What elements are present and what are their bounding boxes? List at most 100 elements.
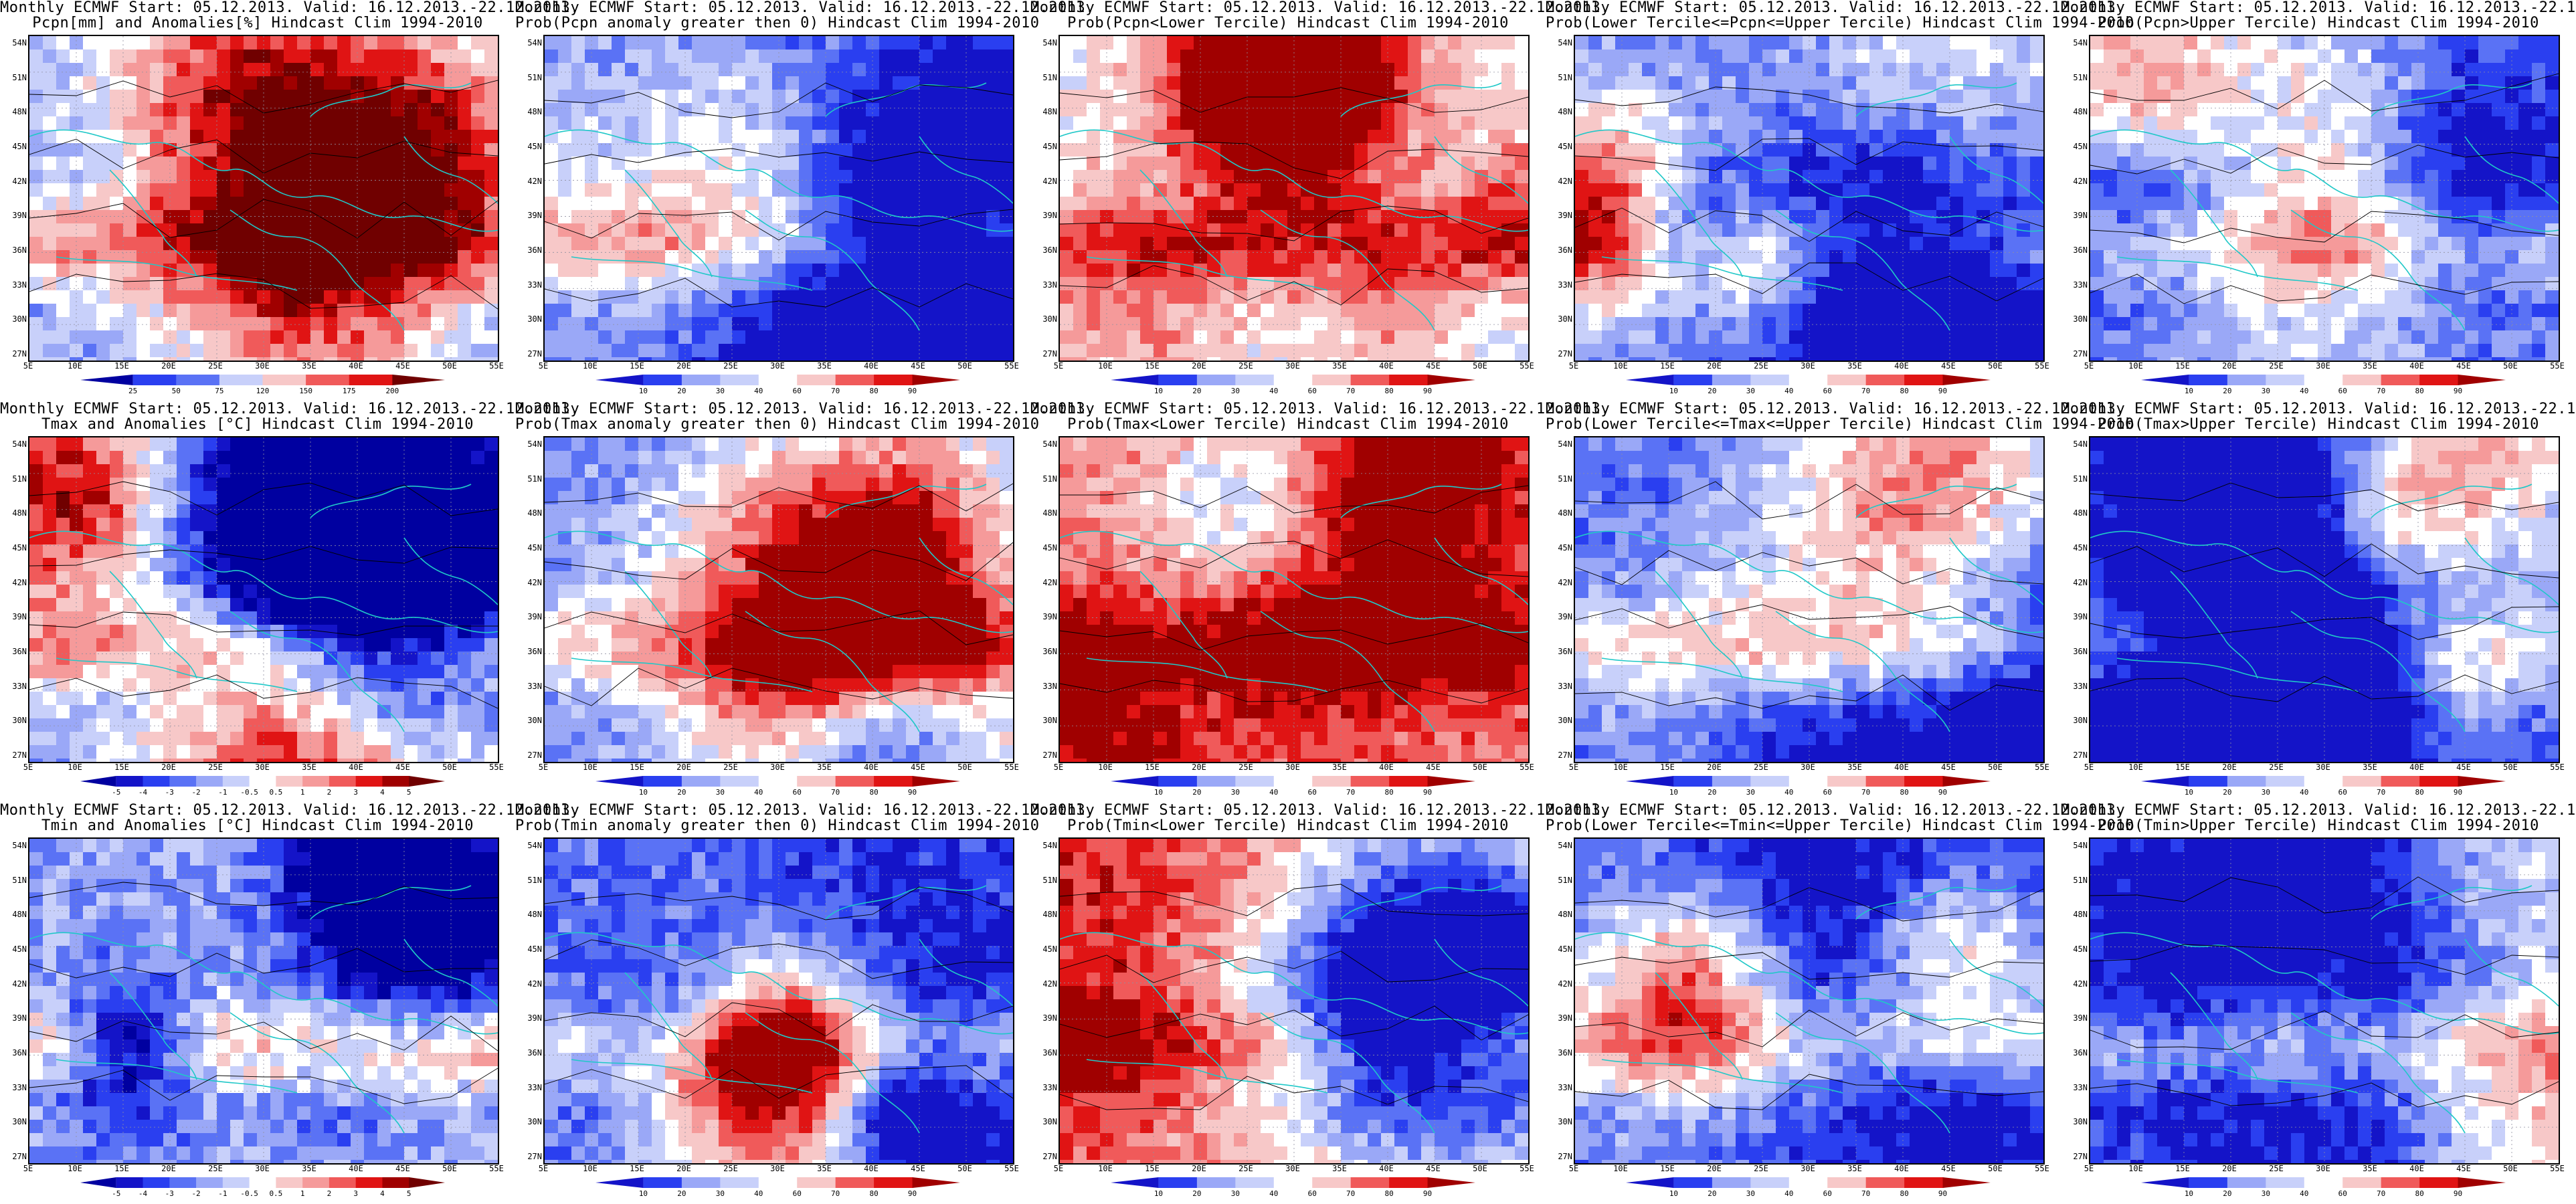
colorbar-label: 30 (715, 387, 725, 395)
colorbar-swatch (382, 1177, 409, 1188)
isoline (1575, 138, 2043, 171)
latitude-label: 42N (12, 979, 27, 989)
isoline (29, 273, 498, 310)
coastline (2170, 972, 2258, 1080)
latitude-label: 30N (1558, 314, 1572, 324)
coastline (109, 169, 197, 278)
longitude-label: 30E (1801, 763, 1815, 772)
colorbar-swatch (2189, 375, 2228, 385)
longitude-label: 55E (1520, 1164, 1534, 1173)
latitude-label: 54N (1558, 841, 1572, 850)
latitude-label: 30N (1558, 716, 1572, 726)
coastline (571, 256, 813, 291)
coastline (2090, 129, 2559, 232)
longitude-label: 25E (1754, 1164, 1768, 1173)
colorbar-label: 30 (1230, 788, 1240, 797)
colorbar-swatch (306, 375, 350, 385)
longitude-label: 25E (723, 763, 738, 772)
colorbar-swatch (1158, 776, 1198, 787)
colorbar-swatch (222, 1177, 250, 1188)
latitude-label: 48N (2073, 508, 2088, 518)
longitude-label: 55E (1520, 361, 1534, 371)
longitude-label: 25E (1754, 763, 1768, 772)
colorbar-label: 10 (1154, 788, 1164, 797)
latitude-label: 45N (12, 543, 27, 553)
latitude-label: 42N (1042, 979, 1057, 989)
colorbar-label: 10 (1669, 387, 1679, 395)
latitude-label: 42N (12, 176, 27, 186)
latitude-label: 45N (1558, 944, 1572, 954)
coastline (1575, 530, 2043, 633)
colorbar-label: 40 (754, 387, 763, 395)
colorbar-swatch (132, 375, 177, 385)
colorbar-label: 80 (1384, 1189, 1394, 1198)
isoline (2090, 1081, 2559, 1108)
colorbar-label: 70 (1346, 1189, 1356, 1198)
latitude-label: 42N (527, 577, 542, 587)
longitude-label: 5E (23, 763, 33, 772)
colorbar-label: 90 (1938, 788, 1948, 797)
panel-title-line2: Prob(Tmin anomaly greater then 0) Hindca… (515, 817, 1040, 834)
latitude-label: 51N (12, 72, 27, 82)
latitude-label: 30N (527, 314, 542, 324)
coastline (1855, 885, 2017, 920)
longitude-label: 55E (2035, 361, 2049, 371)
panel-title-line2: Prob(Tmax>Upper Tercile) Hindcast Clim 1… (2098, 416, 2539, 433)
colorbar-swatch (262, 375, 306, 385)
coastline (109, 571, 197, 679)
map-field (1060, 36, 1528, 361)
colorbar-swatch (355, 1177, 383, 1188)
isoline (2090, 606, 2559, 640)
latitude-label: 51N (1042, 72, 1057, 82)
latitude-label: 42N (2073, 979, 2088, 989)
latitude-label: 45N (1558, 142, 1572, 151)
colorbar (595, 1177, 960, 1188)
latitude-label: 54N (527, 841, 542, 850)
isoline (1575, 481, 2043, 520)
longitude-label: 5E (2084, 1164, 2094, 1173)
longitude-label: 20E (1192, 361, 1206, 371)
colorbar-swatch (1788, 776, 1828, 787)
coastline (310, 484, 472, 518)
colorbar-swatch (2342, 375, 2382, 385)
panel-title-line2: Prob(Pcpn>Upper Tercile) Hindcast Clim 1… (2098, 15, 2539, 31)
map-frame (1574, 837, 2045, 1165)
map-field (1060, 839, 1528, 1163)
longitude-label: 30E (770, 1164, 785, 1173)
colorbar-swatch (1865, 375, 1905, 385)
longitude-label: 55E (489, 361, 504, 371)
latitude-label: 42N (1558, 176, 1572, 186)
colorbar-swatch (1235, 375, 1275, 385)
colorbar-label: 0.5 (269, 788, 283, 797)
latitude-label: 36N (2073, 245, 2088, 255)
colorbar-label: 70 (1346, 788, 1356, 797)
colorbar-swatch (2342, 1177, 2382, 1188)
longitude-label: 35E (1847, 763, 1862, 772)
colorbar-label: 40 (1784, 387, 1794, 395)
latitude-label: 48N (1042, 910, 1057, 920)
coastline (1655, 972, 1743, 1080)
coastline (2116, 1059, 2359, 1094)
panel-title-line1: Monthly ECMWF Start: 05.12.2013. Valid: … (0, 0, 579, 16)
coastline (919, 136, 1013, 204)
coastline (56, 658, 298, 692)
longitude-label: 30E (1285, 361, 1300, 371)
colorbar-swatch (2266, 776, 2305, 787)
map-frame (1059, 35, 1530, 362)
longitude-label: 10E (1098, 1164, 1113, 1173)
coastline (919, 938, 1013, 1007)
coastline (1434, 938, 1528, 1007)
longitude-label: 40E (864, 1164, 879, 1173)
longitude-label: 50E (442, 361, 457, 371)
longitude-label: 50E (957, 361, 972, 371)
panel-title-line2: Prob(Tmax<Lower Tercile) Hindcast Clim 1… (1067, 416, 1509, 433)
colorbar-label: 40 (754, 1189, 763, 1198)
coastline (745, 611, 920, 732)
forecast-panel-tmax-5: Monthly ECMWF Start: 05.12.2013. Valid: … (2061, 401, 2576, 803)
colorbar-swatch (1712, 375, 1751, 385)
panel-title-line1: Monthly ECMWF Start: 05.12.2013. Valid: … (2061, 401, 2576, 417)
colorbar-label: 80 (1384, 387, 1394, 395)
colorbar-swatch (2266, 1177, 2305, 1188)
coastline (310, 82, 472, 117)
isoline (2090, 482, 2559, 512)
